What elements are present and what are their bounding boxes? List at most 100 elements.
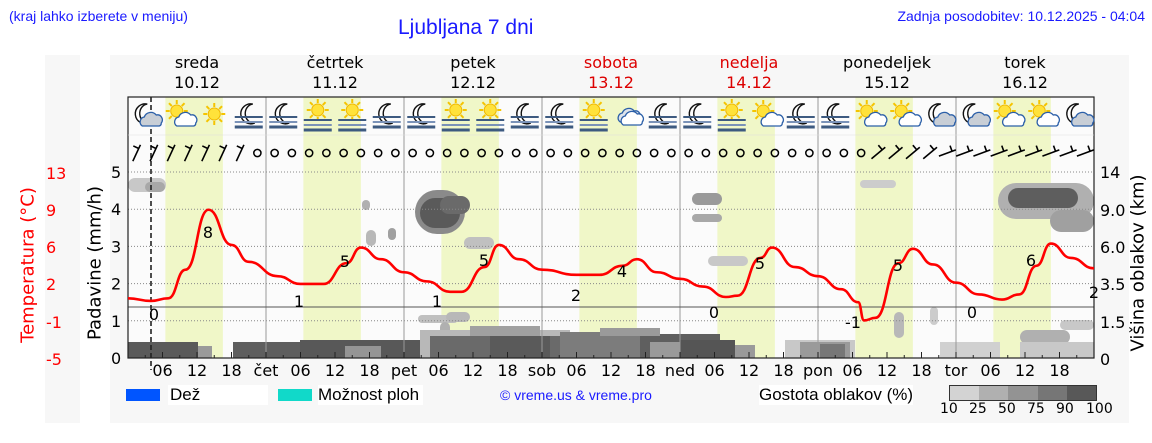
weather-icon-sun xyxy=(203,103,226,125)
wind-barb xyxy=(973,145,991,157)
rain-tick: 0 xyxy=(111,349,121,368)
day-label-1: četrtek 11.12 xyxy=(270,53,400,93)
day-label-5: ponedeljek 15.12 xyxy=(822,53,952,93)
temp-tick: -5 xyxy=(46,350,62,369)
legend-rain-label: Dež xyxy=(168,385,268,405)
day-date: 10.12 xyxy=(174,73,220,92)
density-ticks: 10 25 50 75 90 100 xyxy=(940,401,1113,417)
calm-wind-icon xyxy=(494,148,504,158)
wind-barb xyxy=(235,144,245,162)
weather-icon-sun-cloud xyxy=(1028,100,1060,127)
cloud-height-tick: 14 xyxy=(1100,163,1120,182)
legend-showers-swatch xyxy=(278,389,312,401)
calm-wind-icon xyxy=(856,148,866,158)
calm-wind-icon xyxy=(391,148,400,158)
calm-wind-icon xyxy=(304,148,314,158)
density-swatch xyxy=(979,386,1009,400)
day-label-4: nedelja 14.12 xyxy=(684,53,814,93)
x-tick: 18 xyxy=(359,361,379,380)
day-name: petek xyxy=(450,53,496,72)
x-tick: čet xyxy=(254,361,279,380)
density-swatch xyxy=(1037,386,1067,400)
page-title: Ljubljana 7 dni xyxy=(398,16,534,39)
cloud-height-tick: 9.0 xyxy=(1100,201,1125,220)
density-tick: 90 xyxy=(1056,401,1074,417)
x-tick: 18 xyxy=(497,361,517,380)
calm-wind-icon xyxy=(442,148,452,158)
calm-wind-icon xyxy=(322,148,331,158)
temp-tick: 13 xyxy=(46,164,66,183)
calm-wind-icon xyxy=(373,148,383,158)
day-name: sreda xyxy=(174,53,220,72)
wind-barb xyxy=(1007,145,1026,157)
cloud-height-axis-label: Višina oblakov (km) xyxy=(1127,174,1149,352)
calm-wind-icon xyxy=(580,148,590,158)
weather-icon-moon-cloud xyxy=(134,103,163,127)
wind-barb xyxy=(922,144,938,160)
weather-icon-moon-fog xyxy=(407,103,436,129)
calm-wind-icon xyxy=(546,148,555,158)
temp-extreme-label: 2 xyxy=(571,286,581,305)
x-tick: 06 xyxy=(842,361,862,380)
wind-barb xyxy=(132,144,142,162)
weather-icon-moon-fog xyxy=(269,103,298,129)
x-tick: pet xyxy=(391,361,417,380)
day-label-0: sreda 10.12 xyxy=(132,53,262,93)
weather-icon-sun-fog xyxy=(338,99,367,132)
x-tick: pon xyxy=(803,361,833,380)
temp-extreme-label: 0 xyxy=(709,303,719,322)
calm-wind-icon xyxy=(563,148,573,158)
wind-barb xyxy=(166,144,176,162)
x-tick: 06 xyxy=(980,361,1000,380)
last-updated: Zadnja posodobitev: 10.12.2025 - 04:04 xyxy=(897,8,1145,24)
credit-link[interactable]: © vreme.us & vreme.pro xyxy=(500,387,652,403)
x-tick: 12 xyxy=(601,361,621,380)
weather-icon-moon-fog xyxy=(648,103,677,129)
wind-barb xyxy=(938,145,957,157)
calm-wind-icon xyxy=(356,148,366,158)
x-tick: 06 xyxy=(428,361,448,380)
wind-barb xyxy=(990,145,1008,157)
x-tick: ned xyxy=(665,361,695,380)
weather-icon-cloud xyxy=(617,107,644,126)
x-tick: 12 xyxy=(187,361,207,380)
wind-barb xyxy=(870,144,886,160)
temp-extreme-label: 0 xyxy=(967,303,977,322)
x-tick: 18 xyxy=(1049,361,1069,380)
temp-tick: 9 xyxy=(46,201,56,220)
rain-tick: 3 xyxy=(111,237,121,256)
cloud-height-tick: 1.5 xyxy=(1100,313,1125,332)
wind-barb xyxy=(1042,145,1060,157)
weather-icon-moon-cloud xyxy=(928,103,957,127)
calm-wind-icon xyxy=(460,148,469,158)
calm-wind-icon xyxy=(339,148,348,158)
weather-icon-moon-fog xyxy=(545,103,574,129)
calm-wind-icon xyxy=(667,148,676,158)
calm-wind-icon xyxy=(701,148,711,158)
rain-tick: 2 xyxy=(111,275,121,294)
cloud-height-tick: 3.5 xyxy=(1100,275,1125,294)
temp-extreme-label: 5 xyxy=(755,254,765,273)
day-date: 15.12 xyxy=(864,73,910,92)
x-tick: 06 xyxy=(152,361,172,380)
x-tick: tor xyxy=(945,361,968,380)
weather-icon-sun-fog xyxy=(717,99,746,132)
calm-wind-icon xyxy=(718,148,728,158)
wind-barb xyxy=(905,144,921,160)
calm-wind-icon xyxy=(684,148,693,158)
day-date: 14.12 xyxy=(726,73,772,92)
calm-wind-icon xyxy=(787,148,797,158)
calm-wind-icon xyxy=(270,148,279,158)
weather-icon-sun-fog xyxy=(303,99,332,132)
wind-barb xyxy=(183,144,193,162)
day-date: 11.12 xyxy=(312,73,358,92)
density-swatch xyxy=(1008,386,1038,400)
weather-icon-moon-fog xyxy=(510,103,539,129)
calm-wind-icon xyxy=(408,148,417,158)
temp-extreme-label: 6 xyxy=(1026,251,1036,270)
calm-wind-icon xyxy=(805,148,814,158)
legend-density-label: Gostota oblakov (%) xyxy=(759,385,914,405)
weather-icon-sun-fog xyxy=(441,99,470,132)
day-label-6: torek 16.12 xyxy=(960,53,1090,93)
